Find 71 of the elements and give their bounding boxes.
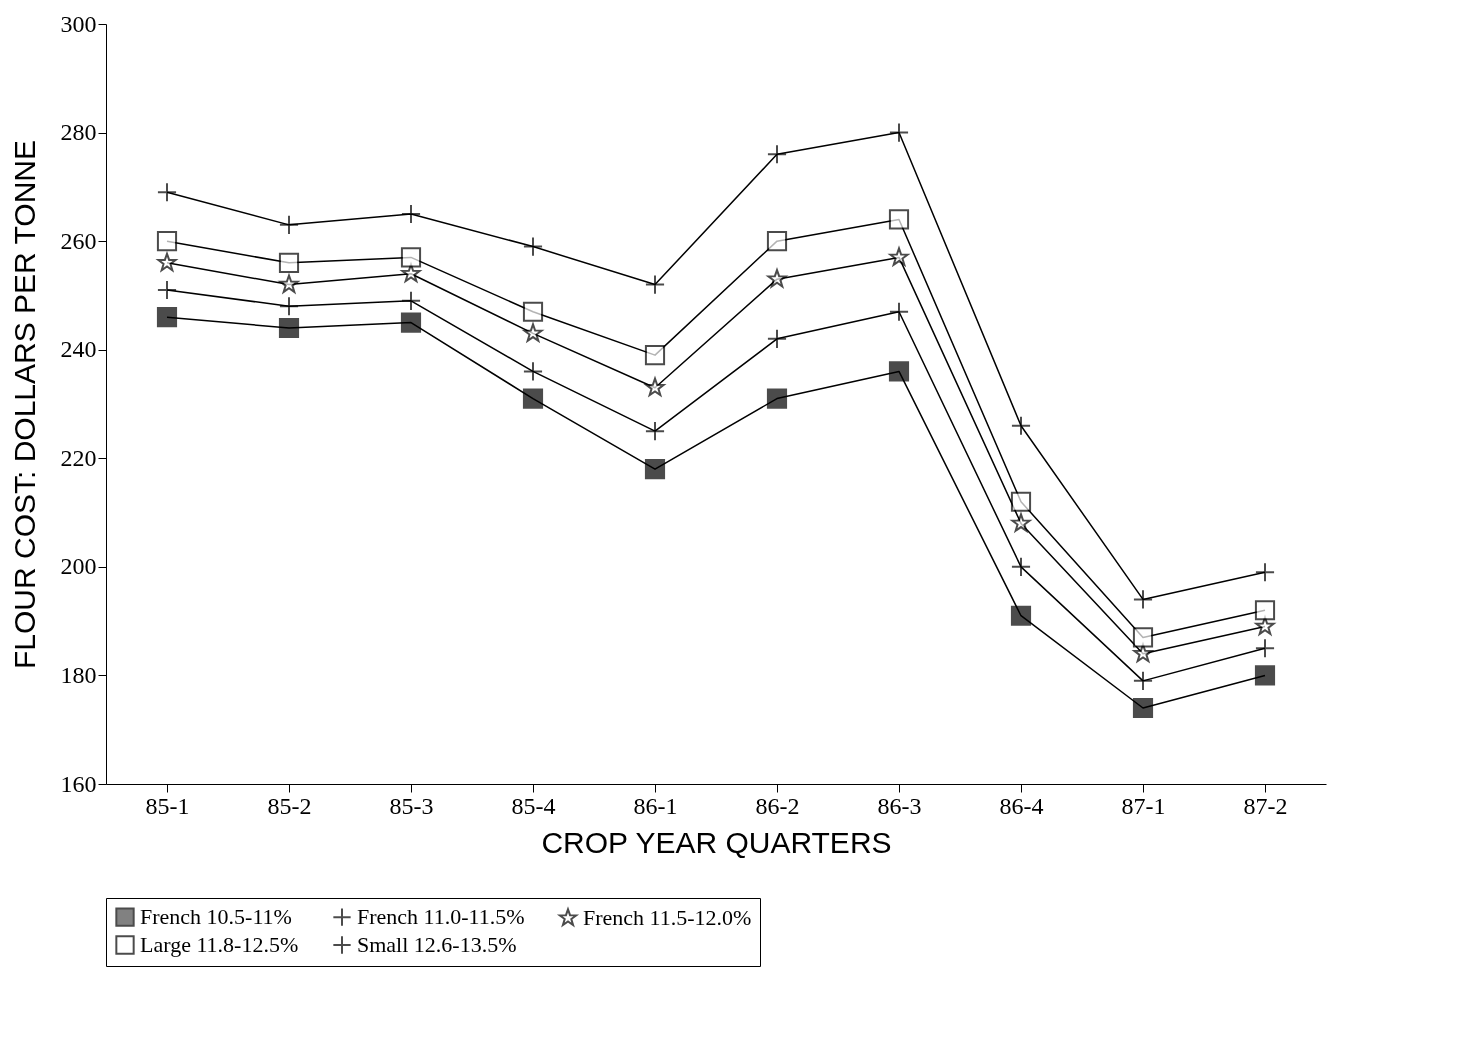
point [888,301,910,322]
point [1132,589,1154,610]
y-tick-label: 180 [60,661,97,688]
point [1010,556,1032,577]
point [1254,600,1276,621]
x-tick-label: 85-1 [145,792,190,819]
x-axis-title: CROP YEAR QUARTERS [541,825,892,859]
point [278,296,300,317]
x-tick-label: 86-3 [877,792,922,819]
point [1010,491,1032,512]
point [278,317,300,339]
point [278,252,300,273]
point [1254,638,1276,659]
y-tick-label: 280 [60,119,97,146]
point [156,279,178,301]
legend-label: Small 12.6-13.5% [357,932,517,957]
legend-label: Large 11.8-12.5% [140,932,299,957]
point [1010,415,1032,436]
x-tick-label: 87-2 [1243,792,1288,819]
point [400,247,422,268]
point [522,301,544,322]
x-tick-label: 87-1 [1121,792,1166,819]
legend-label: French 10.5-11% [140,904,292,930]
point [522,236,544,257]
point [1132,627,1154,648]
point [278,214,300,235]
point [279,274,299,293]
point [522,388,544,409]
point [889,247,909,266]
point [156,231,178,252]
y-tick-label: 200 [60,553,97,580]
point [522,361,544,382]
legend-label: French 11.5-12.0% [583,905,752,930]
y-tick-label: 260 [60,227,97,254]
point [156,182,178,203]
y-tick-label: 220 [60,444,97,471]
point [767,269,787,288]
point [1010,605,1032,626]
point [644,345,666,366]
x-tick-label: 86-4 [999,792,1044,819]
y-tick-label: 300 [60,10,97,37]
point [157,252,177,272]
point [523,323,543,342]
y-axis-title: FLOUR COST: DOLLARS PER TONNE [7,139,41,670]
point [400,203,422,225]
legend-label: French 11.0-11.5% [357,904,525,930]
y-tick-label: 240 [60,336,97,363]
y-tick-label: 160 [60,770,97,797]
point [644,459,666,480]
x-tick-label: 85-3 [389,792,434,819]
point [644,274,666,295]
point [1011,513,1031,532]
x-tick-label: 85-2 [267,792,312,819]
point [766,388,788,409]
point [1132,697,1154,719]
point [400,312,422,333]
point [766,144,788,165]
point [888,209,910,230]
point [1254,665,1276,686]
point [766,231,788,252]
point [1254,562,1276,583]
point [1132,670,1154,691]
point [888,361,910,382]
x-tick-label: 85-4 [511,792,556,819]
point [156,307,178,328]
point [766,328,788,349]
x-tick-label: 86-2 [755,792,800,819]
x-tick-label: 86-1 [633,792,678,819]
point [888,122,910,143]
point [400,290,422,311]
point [644,421,666,442]
